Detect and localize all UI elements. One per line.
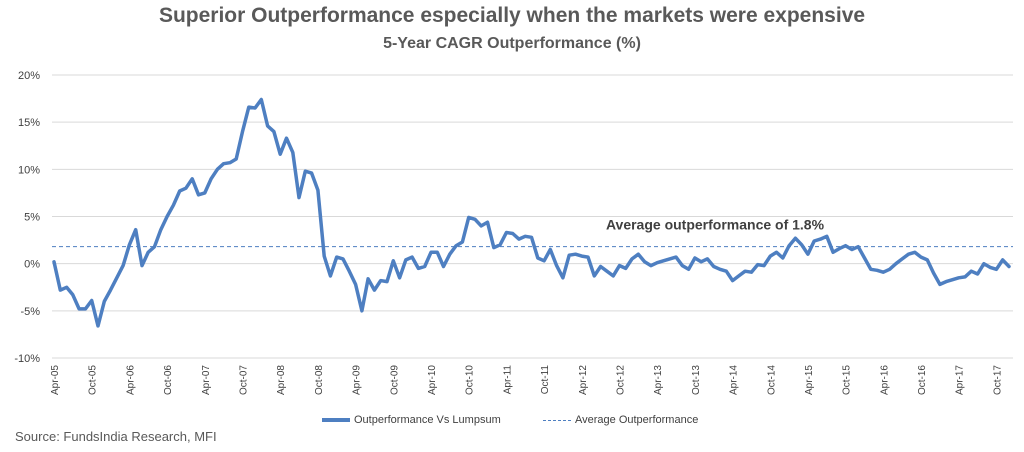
legend-label-outperformance: Outperformance Vs Lumpsum <box>354 414 501 426</box>
x-tick-label: Apr-06 <box>125 365 136 395</box>
source-note: Source: FundsIndia Research, MFI <box>15 429 217 444</box>
x-tick-label: Oct-14 <box>766 365 777 395</box>
legend-item-outperformance: Outperformance Vs Lumpsum <box>322 414 501 426</box>
x-tick-label: Oct-13 <box>691 365 702 395</box>
y-tick-label: 0% <box>24 259 40 271</box>
x-tick-label: Apr-08 <box>276 365 287 395</box>
x-tick-label: Oct-16 <box>917 365 928 395</box>
y-tick-label: 10% <box>18 164 40 176</box>
x-tick-label: Apr-15 <box>804 365 815 395</box>
y-tick-label: 15% <box>18 117 40 129</box>
chart-title: Superior Outperformance especially when … <box>158 4 866 27</box>
legend-item-average: Average Outperformance <box>543 414 698 426</box>
x-tick-label: Apr-13 <box>653 365 664 395</box>
x-tick-label: Oct-05 <box>88 365 99 395</box>
x-tick-label: Apr-11 <box>502 365 513 395</box>
y-tick-label: -10% <box>14 353 40 365</box>
y-tick-label: 5% <box>24 212 40 224</box>
legend-swatch-dashed <box>543 419 571 421</box>
x-tick-label: Apr-12 <box>578 365 589 395</box>
x-tick-label: Apr-07 <box>201 365 212 395</box>
legend-swatch-solid <box>322 418 350 422</box>
chart-legend: Outperformance Vs Lumpsum Average Outper… <box>0 414 1024 432</box>
x-tick-label: Apr-17 <box>955 365 966 395</box>
y-tick-label: -5% <box>20 306 40 318</box>
x-tick-label: Oct-09 <box>389 365 400 395</box>
chart-subtitle: 5-Year CAGR Outperformance (%) <box>383 35 641 52</box>
x-tick-label: Apr-16 <box>879 365 890 395</box>
x-tick-label: Apr-05 <box>50 365 61 395</box>
average-annotation: Average outperformance of 1.8% <box>606 217 825 233</box>
x-tick-label: Oct-08 <box>314 365 325 395</box>
legend-label-average: Average Outperformance <box>575 414 699 426</box>
x-tick-label: Oct-10 <box>465 365 476 395</box>
x-tick-label: Oct-17 <box>992 365 1003 395</box>
x-tick-label: Oct-15 <box>842 365 853 395</box>
x-tick-label: Oct-06 <box>163 365 174 395</box>
x-tick-label: Oct-07 <box>238 365 249 395</box>
y-tick-label: 20% <box>18 70 40 82</box>
x-tick-label: Apr-09 <box>352 365 363 395</box>
x-tick-label: Apr-10 <box>427 365 438 395</box>
series-line-outperformance <box>52 97 1011 328</box>
x-tick-label: Oct-11 <box>540 365 551 395</box>
x-tick-label: Oct-12 <box>615 365 626 395</box>
x-tick-label: Apr-14 <box>729 365 740 395</box>
